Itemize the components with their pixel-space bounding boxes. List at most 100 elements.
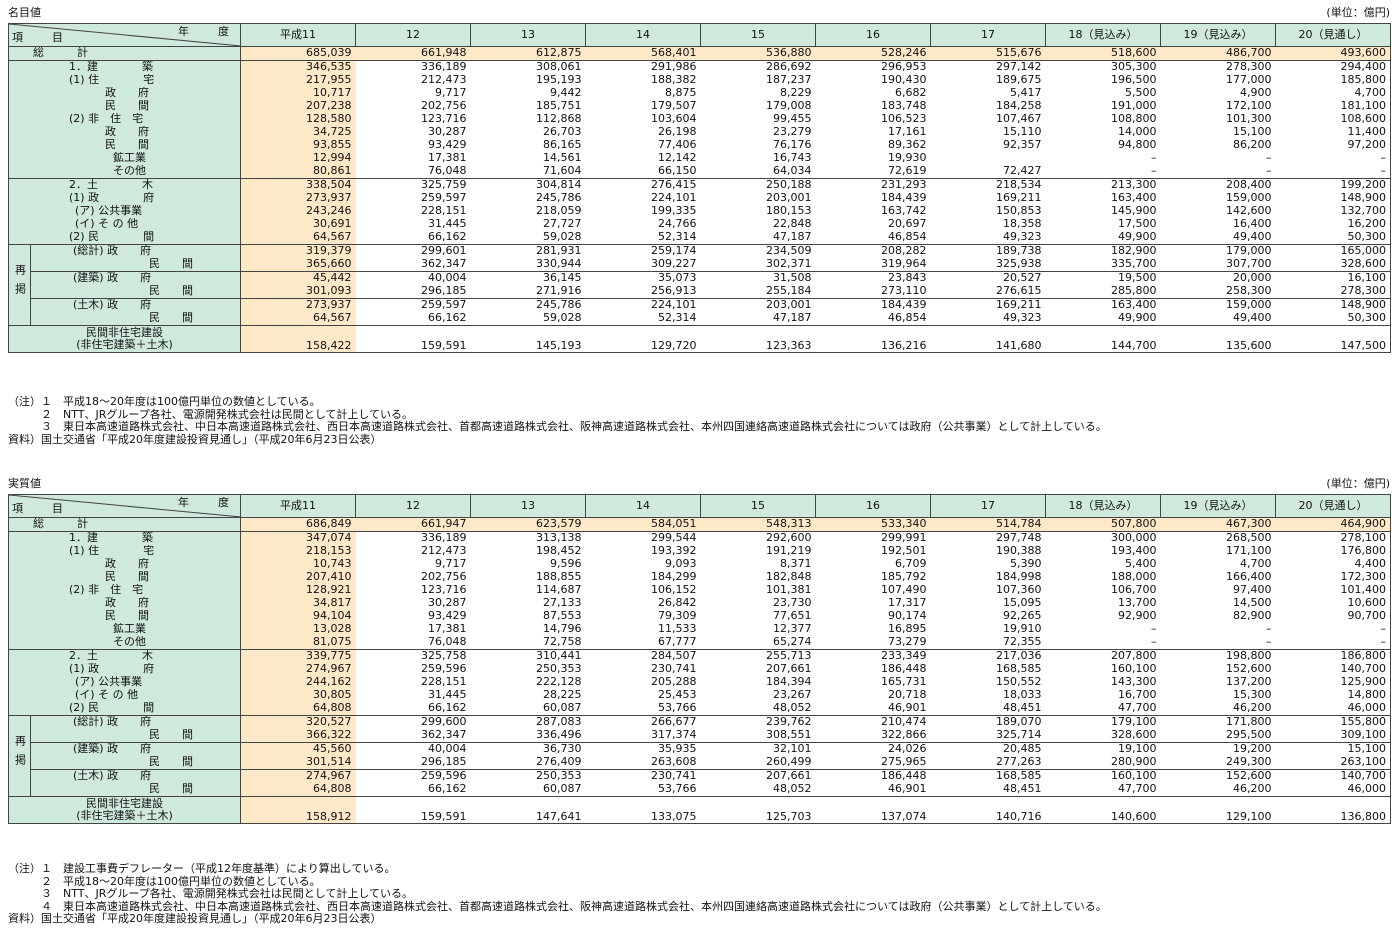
table-cell: 185,792 — [815, 571, 931, 584]
table-cell: 275,965 — [815, 756, 931, 770]
table-cell: 467,300 — [1160, 517, 1276, 532]
table-cell: 224,101 — [585, 298, 701, 312]
table-row: (2) 非 住 宅 128,580 123,716 112,868 103,604 99,… — [8, 113, 1391, 126]
table-cell: 4,400 — [1275, 558, 1391, 571]
table-cell: 273,110 — [815, 285, 931, 299]
year-header: 年 度 — [178, 25, 238, 38]
table-row: 民 間 207,410 202,756 188,855 184,299 182,848 18… — [8, 571, 1391, 584]
table-cell: 299,601 — [355, 244, 471, 258]
table-cell: 107,467 — [930, 113, 1046, 126]
table-cell: 268,500 — [1160, 531, 1276, 545]
table-cell: 137,200 — [1160, 676, 1276, 689]
table-cell: 528,246 — [815, 46, 931, 61]
table-cell: 8,371 — [700, 558, 816, 571]
row-label: 民 間 — [8, 139, 241, 152]
table-cell: 190,430 — [815, 74, 931, 87]
table-cell: 250,353 — [470, 769, 586, 783]
table-cell: 14,800 — [1275, 689, 1391, 702]
table-cell: 230,741 — [585, 663, 701, 676]
table-cell: 23,843 — [815, 271, 931, 285]
table-cell: 64,808 — [240, 702, 356, 716]
table-cell: 150,552 — [930, 676, 1046, 689]
table-cell: 65,274 — [700, 636, 816, 650]
table-cell: 77,651 — [700, 610, 816, 623]
table-cell: 184,299 — [585, 571, 701, 584]
table-cell: 263,608 — [585, 756, 701, 770]
table-cell: 168,585 — [930, 663, 1046, 676]
table-row: 民 間 64,808 66,162 60,087 53,766 48,052 46,901 4… — [9, 783, 1391, 797]
table-row: 民 間 207,238 202,756 185,751 179,507 179,008 18… — [8, 100, 1391, 113]
table-cell: – — [1045, 165, 1161, 179]
table-cell: 48,052 — [700, 702, 816, 716]
table-cell: 296,185 — [355, 756, 471, 770]
table-cell: – — [1275, 165, 1391, 179]
table-cell: 292,600 — [700, 531, 816, 545]
table-cell: 208,400 — [1160, 178, 1276, 192]
table-cell: 136,216 — [815, 325, 931, 353]
table-cell: 145,900 — [1045, 205, 1161, 218]
table-row: 1．建 築 346,535 336,189 308,061 291,986 286,692… — [8, 60, 1391, 74]
table-cell: 31,445 — [355, 689, 471, 702]
table-cell: 203,001 — [700, 192, 816, 205]
table-cell: 584,051 — [585, 517, 701, 532]
unit-label: (単位：億円) — [1326, 477, 1390, 490]
table-cell: 319,379 — [240, 244, 356, 258]
table-cell: 64,808 — [240, 783, 356, 797]
table-cell: – — [1045, 152, 1161, 165]
table-cell: 12,994 — [240, 152, 356, 165]
table-cell: 228,151 — [355, 676, 471, 689]
table-row: (2) 民 間 64,808 66,162 60,087 53,766 48,052 46,… — [8, 702, 1391, 716]
table-cell: 123,363 — [700, 325, 816, 353]
table-row: その他 80,861 76,048 71,604 66,150 64,034 72,619 7… — [8, 165, 1391, 179]
table-row: (ア) 公共事業 243,246 228,151 218,059 199,335 180,… — [8, 205, 1391, 218]
table-cell: 243,246 — [240, 205, 356, 218]
table-cell: – — [1160, 623, 1276, 636]
table-cell: 6,709 — [815, 558, 931, 571]
table-cell: 259,597 — [355, 192, 471, 205]
table-row: 民間非住宅建設 (非住宅建築＋土木) 158,912 159,591 147,641 13… — [8, 796, 1391, 824]
table-cell: 6,682 — [815, 87, 931, 100]
table-cell: 47,700 — [1045, 783, 1161, 797]
table-cell: 59,028 — [470, 312, 586, 326]
header-corner: 項 目年 度 — [8, 23, 241, 47]
row-label: (1) 住 宅 — [8, 74, 241, 87]
table-cell: 171,100 — [1160, 545, 1276, 558]
table-cell: 27,727 — [470, 218, 586, 231]
row-label: (土木) 政 府 — [30, 298, 241, 312]
row-label: (1) 政 府 — [8, 663, 241, 676]
row-label: 2．土 木 — [8, 178, 241, 192]
table-row: (2) 非 住 宅 128,921 123,716 114,687 106,152 101… — [8, 584, 1391, 597]
table-cell: 40,004 — [355, 271, 471, 285]
table-cell: 234,509 — [700, 244, 816, 258]
table-cell: 12,142 — [585, 152, 701, 165]
table-cell: 202,756 — [355, 100, 471, 113]
table-cell: 23,279 — [700, 126, 816, 139]
table-cell: 259,596 — [355, 663, 471, 676]
table-cell: 11,533 — [585, 623, 701, 636]
row-label: 2．土 木 — [8, 649, 241, 663]
table-cell: 169,211 — [930, 298, 1046, 312]
table-cell: 184,439 — [815, 298, 931, 312]
table-cell: 165,000 — [1275, 244, 1391, 258]
table-cell: 244,162 — [240, 676, 356, 689]
table-cell: 49,900 — [1045, 231, 1161, 245]
table-cell: 36,145 — [470, 271, 586, 285]
table-cell: 159,000 — [1160, 192, 1276, 205]
table-cell: 193,400 — [1045, 545, 1161, 558]
table-cell: 23,267 — [700, 689, 816, 702]
year-column-header: 平成11 — [240, 494, 356, 518]
table-cell: 72,619 — [815, 165, 931, 179]
table-cell: 137,074 — [815, 796, 931, 824]
table-cell: 163,400 — [1045, 298, 1161, 312]
table-cell: 285,800 — [1045, 285, 1161, 299]
table-cell: 4,700 — [1160, 558, 1276, 571]
table-cell: 309,227 — [585, 258, 701, 272]
table-cell: 296,185 — [355, 285, 471, 299]
table-cell: 186,448 — [815, 769, 931, 783]
row-label: 政 府 — [8, 597, 241, 610]
table-cell: 10,717 — [240, 87, 356, 100]
table-row: (1) 政 府 274,967 259,596 250,353 230,741 207,6… — [8, 663, 1391, 676]
table-cell: 188,855 — [470, 571, 586, 584]
table-cell: – — [1160, 152, 1276, 165]
table-row: (1) 住 宅 218,153 212,473 198,452 193,392 191,2… — [8, 545, 1391, 558]
